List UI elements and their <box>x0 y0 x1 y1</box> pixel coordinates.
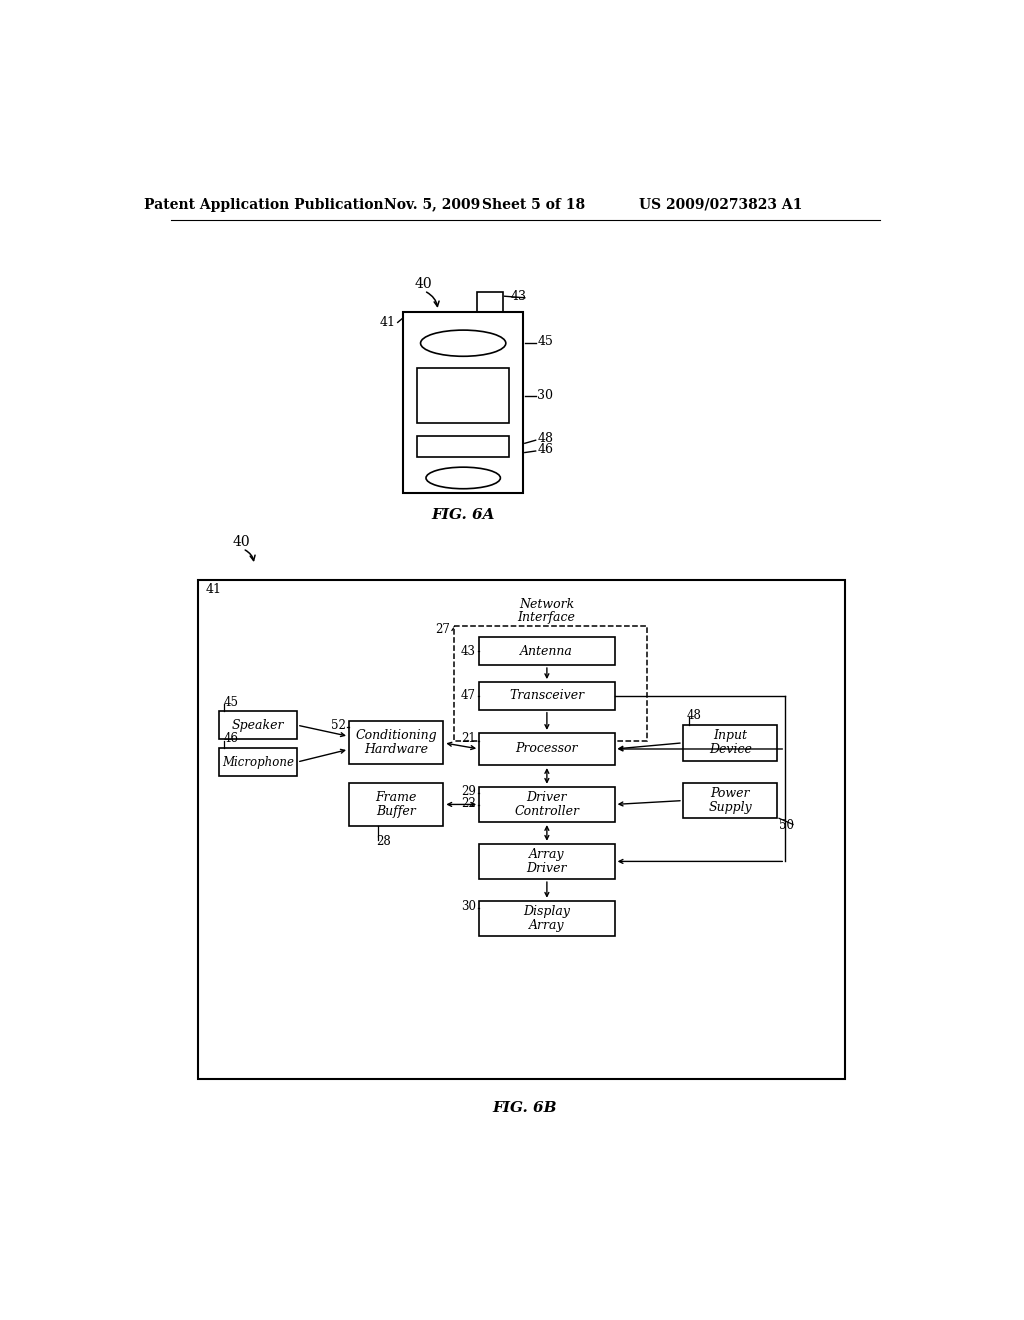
Bar <box>683 783 777 818</box>
Text: Array: Array <box>529 919 564 932</box>
Text: Device: Device <box>709 743 752 756</box>
Text: 41: 41 <box>379 315 395 329</box>
Bar <box>219 711 297 739</box>
Bar <box>683 725 777 760</box>
Text: Conditioning: Conditioning <box>355 730 437 742</box>
Bar <box>479 733 614 766</box>
Text: Sheet 5 of 18: Sheet 5 of 18 <box>481 198 585 211</box>
Text: Input: Input <box>713 730 748 742</box>
Text: Patent Application Publication: Patent Application Publication <box>143 198 383 211</box>
Bar <box>479 900 614 936</box>
Text: 40: 40 <box>232 535 250 549</box>
Text: Network: Network <box>519 598 574 611</box>
Text: Driver: Driver <box>526 862 567 875</box>
Text: 30: 30 <box>461 900 476 913</box>
Text: 21: 21 <box>461 733 476 746</box>
Text: Processor: Processor <box>516 742 579 755</box>
Bar <box>349 721 443 764</box>
Text: Driver: Driver <box>526 791 567 804</box>
Bar <box>479 638 614 665</box>
Bar <box>479 682 614 710</box>
Bar <box>479 843 614 879</box>
Text: FIG. 6B: FIG. 6B <box>493 1101 557 1115</box>
Text: Transceiver: Transceiver <box>509 689 585 702</box>
Text: US 2009/0273823 A1: US 2009/0273823 A1 <box>639 198 803 211</box>
Text: 28: 28 <box>376 834 391 847</box>
Text: 22: 22 <box>461 797 476 810</box>
Text: 43: 43 <box>510 289 526 302</box>
Bar <box>479 787 614 822</box>
Text: 46: 46 <box>223 733 239 746</box>
Bar <box>198 581 845 1078</box>
Bar <box>349 783 443 826</box>
Text: 52: 52 <box>331 719 346 733</box>
Text: 45: 45 <box>223 696 239 709</box>
Text: 48: 48 <box>687 709 701 722</box>
Text: Hardware: Hardware <box>365 743 428 756</box>
Text: Buffer: Buffer <box>376 805 416 818</box>
Bar <box>454 626 647 742</box>
Text: 41: 41 <box>206 583 221 597</box>
Bar <box>219 748 297 776</box>
Text: 47: 47 <box>461 689 476 702</box>
Ellipse shape <box>421 330 506 356</box>
Text: Display: Display <box>523 906 570 917</box>
Text: Power: Power <box>711 787 750 800</box>
Text: 29: 29 <box>461 785 476 797</box>
Text: Nov. 5, 2009: Nov. 5, 2009 <box>384 198 480 211</box>
Text: Supply: Supply <box>709 801 752 814</box>
Ellipse shape <box>426 467 501 488</box>
Text: Frame: Frame <box>376 791 417 804</box>
Text: 45: 45 <box>538 335 553 348</box>
Text: 27: 27 <box>435 623 451 636</box>
Text: Microphone: Microphone <box>222 755 294 768</box>
Text: 40: 40 <box>415 277 432 290</box>
Text: FIG. 6A: FIG. 6A <box>431 508 495 521</box>
Text: Speaker: Speaker <box>232 718 285 731</box>
Text: Array: Array <box>529 847 564 861</box>
Text: Interface: Interface <box>517 611 575 624</box>
Text: Controller: Controller <box>514 805 580 818</box>
Text: 46: 46 <box>538 444 553 455</box>
Text: 43: 43 <box>461 644 476 657</box>
Bar <box>477 293 503 313</box>
Bar <box>417 436 509 457</box>
Text: 50: 50 <box>779 820 795 833</box>
Text: Antenna: Antenna <box>520 644 573 657</box>
Bar <box>403 313 523 494</box>
Text: 48: 48 <box>538 432 553 445</box>
Text: 30: 30 <box>538 389 553 403</box>
Bar <box>417 368 509 424</box>
